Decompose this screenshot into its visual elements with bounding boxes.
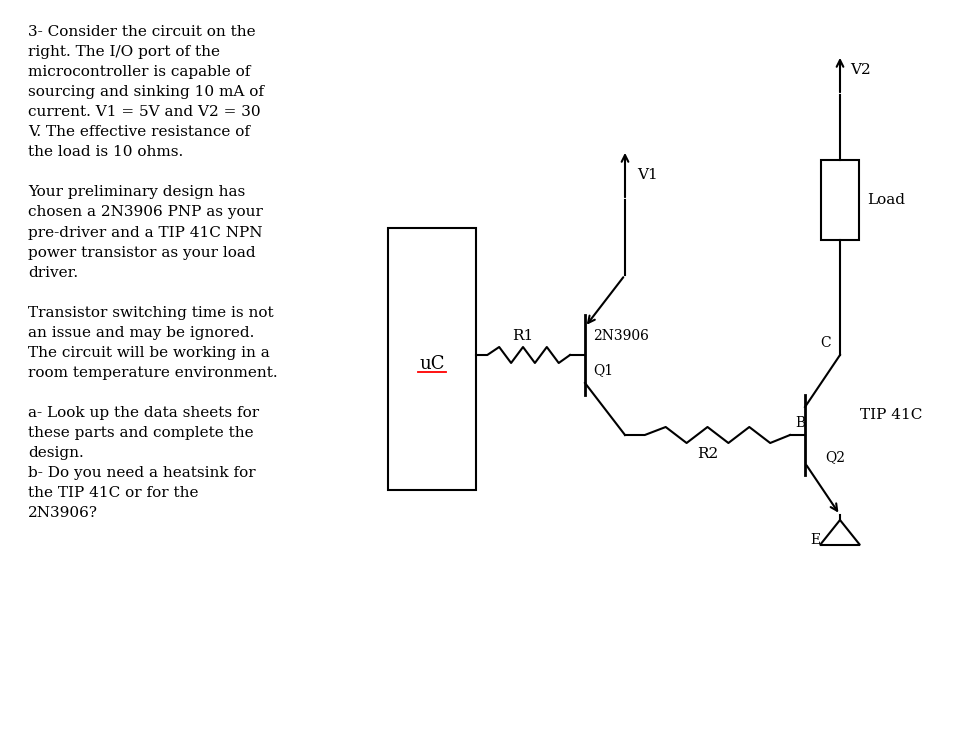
Text: R1: R1	[512, 329, 533, 343]
Bar	[820, 160, 859, 240]
Text: E: E	[809, 533, 819, 547]
Text: B: B	[795, 416, 804, 430]
Text: C: C	[819, 336, 829, 350]
Text: TIP 41C: TIP 41C	[860, 408, 922, 422]
Text: uC: uC	[419, 355, 445, 373]
Text: 3- Consider the circuit on the
right. The I/O port of the
microcontroller is cap: 3- Consider the circuit on the right. Th…	[28, 25, 277, 520]
Text: Q1: Q1	[592, 363, 612, 377]
Text: V2: V2	[849, 63, 870, 77]
Text: R2: R2	[696, 447, 717, 461]
Bar	[388, 228, 476, 490]
Text: V1: V1	[637, 168, 657, 182]
Text: Q2: Q2	[825, 450, 844, 464]
Text: 2N3906: 2N3906	[592, 329, 648, 343]
Text: Load: Load	[866, 193, 904, 207]
